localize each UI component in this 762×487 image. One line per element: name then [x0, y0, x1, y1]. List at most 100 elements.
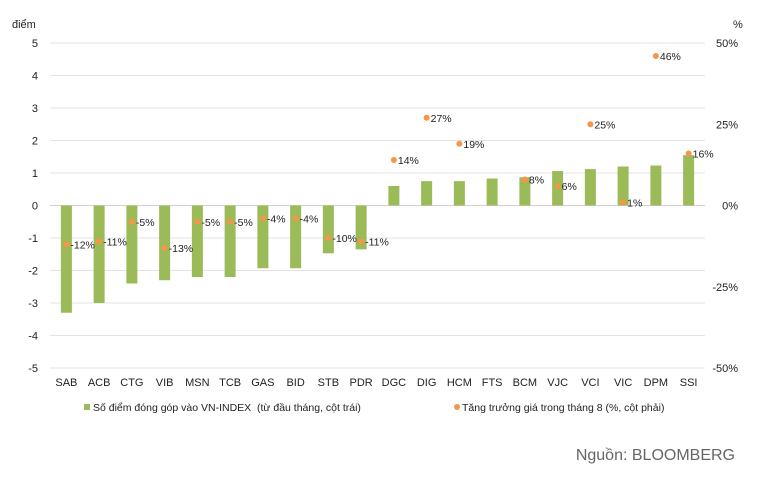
bar-series [60, 155, 695, 313]
x-tick-label: VIC [614, 377, 632, 389]
x-tick-label: HCM [447, 377, 472, 389]
bar-DPM [650, 165, 662, 206]
x-tick-label: FTS [482, 377, 503, 389]
bar-STB [322, 205, 334, 254]
x-tick-label: TCB [219, 377, 241, 389]
data-label: 46% [660, 51, 681, 63]
x-tick-label: VIB [156, 377, 174, 389]
bar-SAB [60, 205, 72, 313]
y2-tick-label: 50% [716, 38, 738, 50]
y2-tick-label: -25% [712, 282, 738, 294]
x-tick-label: PDR [350, 377, 373, 389]
data-label: 14% [398, 155, 419, 167]
x-tick-label: MSN [185, 377, 210, 389]
legend-label-bars: Số điểm đóng góp vào VN-INDEX (từ đầu th… [93, 402, 361, 414]
source-note: Nguồn: BLOOMBERG [576, 447, 735, 464]
y2-tick-label: 0% [722, 201, 738, 213]
data-label: 1% [627, 197, 642, 209]
y-tick-label: 1 [32, 168, 38, 180]
y2-tick-label: 25% [716, 119, 738, 131]
dot-TCB [227, 218, 234, 225]
dot-SSI [685, 150, 692, 157]
x-tick-label: DPM [644, 377, 668, 389]
x-tick-label: BID [286, 377, 304, 389]
gridlines [50, 42, 705, 369]
data-label: 27% [431, 113, 452, 125]
bar-VIC [617, 166, 629, 206]
bar-DIG [421, 181, 433, 206]
data-label: 6% [562, 181, 577, 193]
bar-FTS [486, 178, 498, 206]
dot-MSN [194, 218, 201, 225]
x-tick-label: SAB [55, 377, 77, 389]
bar-VIB [159, 205, 171, 281]
y-tick-label: -5 [28, 363, 38, 375]
dot-VIB [161, 244, 168, 251]
data-label: 19% [463, 139, 484, 151]
x-tick-label: CTG [120, 377, 143, 389]
dot-DGC [390, 157, 397, 163]
bar-ACB [93, 205, 105, 303]
left-axis-label: điểm [12, 19, 36, 31]
legend: Số điểm đóng góp vào VN-INDEX (từ đầu th… [84, 402, 664, 414]
dot-GAS [259, 215, 266, 222]
bar-TCB [224, 205, 236, 277]
dot-DIG [423, 114, 430, 121]
bar-HCM [453, 181, 465, 206]
data-label: -5% [136, 217, 155, 229]
data-label: 8% [529, 175, 544, 187]
bar-MSN [191, 205, 203, 277]
bar-DGC [388, 186, 400, 206]
data-label: 25% [594, 119, 615, 131]
data-label: -4% [267, 214, 286, 226]
data-label: -5% [201, 217, 220, 229]
y-tick-label: -3 [28, 298, 38, 310]
dot-SAB [63, 241, 70, 248]
y-tick-label: 4 [32, 71, 38, 83]
data-label: -5% [234, 217, 253, 229]
dot-VCI [587, 121, 594, 128]
bar-BCM [519, 177, 531, 206]
y-tick-label: 5 [32, 38, 38, 50]
y-tick-label: 3 [32, 103, 38, 115]
dot-CTG [128, 218, 135, 225]
axes: -5 -4 -3 -2 -1 0 1 2 3 4 5 -50% -25% 0% 25% 50% SAB ACB CT… [28, 38, 738, 389]
x-tick-label: DIG [417, 377, 437, 389]
dot-VJC [554, 183, 561, 189]
x-tick-label: GAS [251, 377, 274, 389]
bar-PDR [355, 205, 367, 250]
x-tick-label: VCI [581, 377, 599, 389]
dot-VIC [620, 199, 627, 206]
y-tick-label: 2 [32, 136, 38, 148]
x-tick-label: BCM [513, 377, 537, 389]
dot-DPM [652, 53, 659, 59]
dot-BID [292, 215, 299, 222]
data-label: -4% [300, 214, 319, 226]
y-tick-label: -2 [28, 266, 38, 278]
x-tick-label: SSI [680, 377, 698, 389]
bar-GAS [257, 205, 269, 269]
bar-BID [290, 205, 302, 269]
data-label: 16% [693, 149, 714, 161]
x-tick-label: STB [318, 377, 339, 389]
data-label: -13% [169, 243, 194, 255]
x-tick-label: VJC [547, 377, 568, 389]
x-tick-label: DGC [382, 377, 407, 389]
data-label: -10% [332, 233, 357, 245]
dot-ACB [96, 238, 103, 245]
dot-BCM [521, 176, 528, 183]
y-tick-label: 0 [32, 201, 38, 213]
bar-SSI [683, 155, 695, 206]
y2-tick-label: -50% [712, 363, 738, 375]
bar-CTG [126, 205, 138, 284]
legend-swatch-dots [454, 404, 460, 410]
y-tick-label: -1 [28, 233, 38, 245]
scatter-series: -12% -11% -5% -13% -5% -5% -4% -4% -10% -11% 14% 27… [63, 51, 714, 255]
dot-STB [325, 235, 332, 241]
y-tick-label: -4 [28, 331, 38, 343]
data-label: -12% [70, 240, 95, 252]
dot-HCM [456, 140, 463, 147]
legend-swatch-bars [84, 404, 90, 410]
legend-label-dots: Tăng trưởng giá trong tháng 8 (%, cột ph… [462, 402, 664, 414]
